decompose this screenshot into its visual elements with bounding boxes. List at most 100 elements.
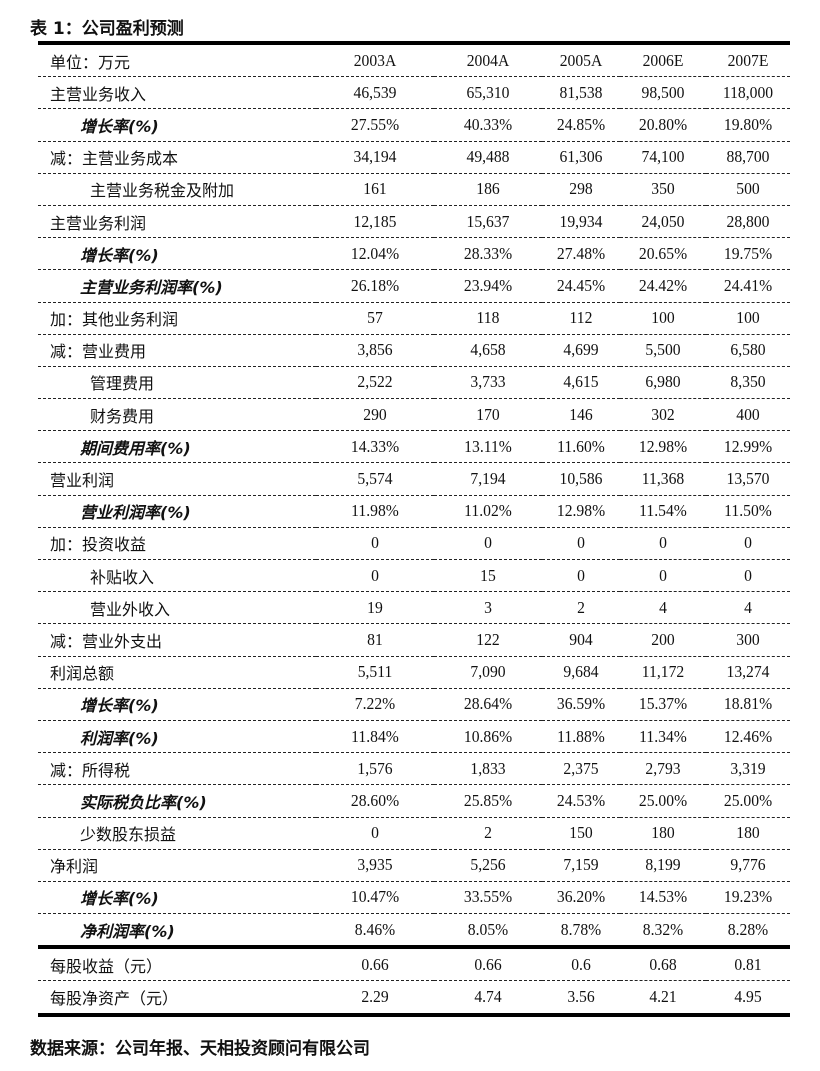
cell-value: 11.54% (623, 495, 703, 528)
cell-value: 40.33% (438, 108, 538, 142)
cell-value: 24.42% (623, 269, 703, 303)
cell-value: 46,539 (320, 76, 430, 110)
row-label: 减：营业外支出 (38, 623, 316, 657)
table-row: 主营业务利润率(%) 26.18% 23.94% 24.45% 24.42% 24.41% (38, 269, 790, 303)
cell-value: 3 (438, 591, 538, 625)
cell-value: 0.66 (438, 947, 538, 982)
cell-value: 5,511 (320, 656, 430, 689)
table-row: 主营业务收入 46,539 65,310 81,538 98,500 118,000 (38, 76, 790, 110)
cell-value: 0 (623, 527, 703, 561)
cell-value: 14.33% (320, 430, 430, 464)
row-label: 增长率(%) (38, 108, 316, 142)
cell-value: 24.53% (545, 784, 617, 818)
cell-value: 11.88% (545, 720, 617, 754)
cell-value: 2,793 (623, 752, 703, 786)
cell-value: 180 (623, 817, 703, 850)
cell-value: 11,172 (623, 656, 703, 689)
row-label: 财务费用 (38, 398, 316, 432)
cell-value: 3,319 (709, 752, 787, 786)
cell-value: 81 (320, 623, 430, 657)
table-row: 减：所得税 1,576 1,833 2,375 2,793 3,319 (38, 752, 790, 786)
row-label: 净利润率(%) (38, 913, 316, 950)
table-row: 增长率(%) 12.04% 28.33% 27.48% 20.65% 19.75% (38, 237, 790, 271)
cell-value: 11.34% (623, 720, 703, 754)
cell-value: 100 (709, 302, 787, 335)
cell-value: 28.33% (438, 237, 538, 271)
cell-value: 7.22% (320, 688, 430, 721)
row-label: 加：其他业务利润 (38, 302, 316, 335)
cell-value: 200 (623, 623, 703, 657)
cell-value: 6,580 (709, 334, 787, 367)
cell-value: 8.32% (623, 913, 703, 950)
cell-value: 13,570 (709, 462, 787, 496)
cell-value: 49,488 (438, 141, 538, 174)
row-label: 加：投资收益 (38, 527, 316, 561)
cell-value: 122 (438, 623, 538, 657)
cell-value: 150 (545, 817, 617, 850)
cell-value: 74,100 (623, 141, 703, 174)
row-label: 少数股东损益 (38, 817, 316, 850)
cell-value: 0.6 (545, 947, 617, 982)
cell-value: 4 (709, 591, 787, 625)
cell-value: 7,159 (545, 849, 617, 882)
cell-value: 15,637 (438, 205, 538, 239)
cell-value: 25.00% (623, 784, 703, 818)
table-title: 表 1：公司盈利预测 (30, 19, 184, 39)
cell-value: 112 (545, 302, 617, 335)
row-label: 主营业务税金及附加 (38, 173, 316, 206)
cell-value: 88,700 (709, 141, 787, 174)
table-row: 少数股东损益 0 2 150 180 180 (38, 817, 790, 850)
cell-value: 0.81 (709, 947, 787, 982)
cell-value: 0 (320, 527, 430, 561)
cell-value: 34,194 (320, 141, 430, 174)
cell-value: 0 (320, 559, 430, 593)
row-label: 利润总额 (38, 656, 316, 689)
row-label: 利润率(%) (38, 720, 316, 754)
year-header: 2006E (623, 43, 703, 78)
cell-value: 161 (320, 173, 430, 206)
cell-value: 8,199 (623, 849, 703, 882)
row-label: 营业外收入 (38, 591, 316, 625)
table-row: 减：营业费用 3,856 4,658 4,699 5,500 6,580 (38, 334, 790, 367)
cell-value: 8.05% (438, 913, 538, 950)
cell-value: 33.55% (438, 881, 538, 915)
cell-value: 1,833 (438, 752, 538, 786)
cell-value: 2 (438, 817, 538, 850)
cell-value: 9,684 (545, 656, 617, 689)
cell-value: 5,574 (320, 462, 430, 496)
cell-value: 24.41% (709, 269, 787, 303)
table-row: 净利润 3,935 5,256 7,159 8,199 9,776 (38, 849, 790, 882)
cell-value: 0 (709, 559, 787, 593)
row-label: 净利润 (38, 849, 316, 882)
row-label: 主营业务利润 (38, 205, 316, 239)
cell-value: 11.02% (438, 495, 538, 528)
cell-value: 12,185 (320, 205, 430, 239)
cell-value: 4,615 (545, 366, 617, 400)
table-row: 加：其他业务利润 57 118 112 100 100 (38, 302, 790, 335)
table-row: 净利润率(%) 8.46% 8.05% 8.78% 8.32% 8.28% (38, 913, 790, 950)
cell-value: 0.66 (320, 947, 430, 982)
cell-value: 0.68 (623, 947, 703, 982)
row-label: 增长率(%) (38, 881, 316, 915)
cell-value: 6,980 (623, 366, 703, 400)
cell-value: 10,586 (545, 462, 617, 496)
cell-value: 0 (320, 817, 430, 850)
cell-value: 27.55% (320, 108, 430, 142)
cell-value: 36.59% (545, 688, 617, 721)
table-row: 每股收益（元） 0.66 0.66 0.6 0.68 0.81 (38, 947, 790, 982)
table-row: 补贴收入 0 15 0 0 0 (38, 559, 790, 593)
cell-value: 65,310 (438, 76, 538, 110)
cell-value: 36.20% (545, 881, 617, 915)
table-row: 利润率(%) 11.84% 10.86% 11.88% 11.34% 12.46% (38, 720, 790, 754)
cell-value: 19.75% (709, 237, 787, 271)
cell-value: 118,000 (709, 76, 787, 110)
cell-value: 12.98% (623, 430, 703, 464)
cell-value: 350 (623, 173, 703, 206)
cell-value: 300 (709, 623, 787, 657)
cell-value: 2,375 (545, 752, 617, 786)
cell-value: 0 (623, 559, 703, 593)
cell-value: 24.85% (545, 108, 617, 142)
table-row: 营业利润 5,574 7,194 10,586 11,368 13,570 (38, 462, 790, 496)
cell-value: 170 (438, 398, 538, 432)
cell-value: 5,500 (623, 334, 703, 367)
